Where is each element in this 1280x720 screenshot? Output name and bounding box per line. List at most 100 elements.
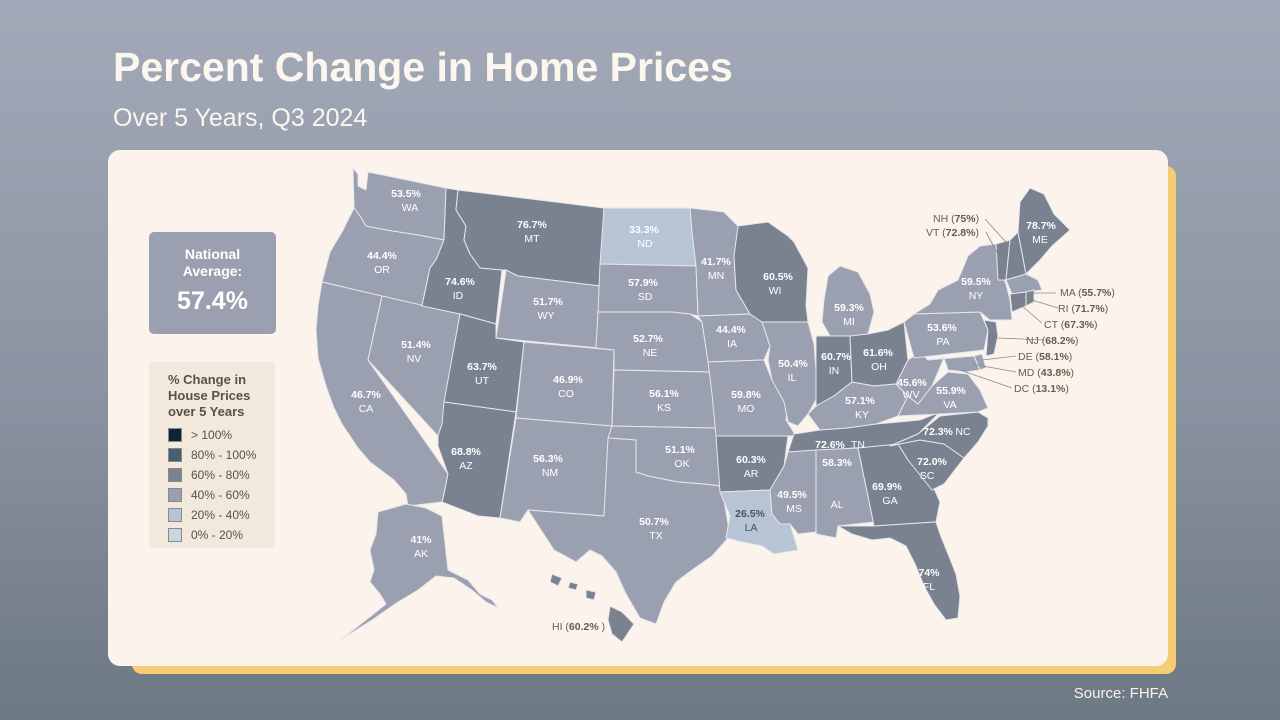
callout-value: 72.8% (946, 227, 976, 239)
state-value: 53.6% (927, 322, 957, 334)
label-IL: 50.4% IL (778, 358, 808, 384)
callout-NH: NH (75%) (933, 213, 979, 225)
state-abbr: IA (727, 338, 737, 350)
page-subtitle: Over 5 Years, Q3 2024 (113, 104, 368, 132)
state-abbr: KY (855, 409, 869, 421)
label-WA: 53.5% WA (391, 188, 421, 214)
callout-value: 71.7% (1075, 303, 1105, 315)
state-abbr: WI (769, 285, 782, 297)
label-AR: 60.3% AR (736, 454, 766, 480)
state-abbr: IN (829, 365, 840, 377)
state-abbr: OR (374, 264, 390, 276)
state-abbr: MI (843, 316, 855, 328)
label-CA: 46.7% CA (351, 389, 381, 415)
map-card: National Average: 57.4% % Change in Hous… (108, 150, 1168, 666)
state-HI (549, 573, 635, 643)
legend-label: 40% - 60% (191, 488, 250, 502)
state-abbr: ME (1032, 234, 1048, 246)
state-FL (837, 521, 961, 621)
state-abbr: WY (538, 310, 555, 322)
state-value: 56.3% (533, 453, 563, 465)
callout-value: 13.1% (1036, 383, 1066, 395)
state-value: 45.6% (897, 377, 927, 389)
label-AZ: 68.8% AZ (451, 446, 481, 472)
label-ND: 33.3% ND (629, 224, 659, 250)
state-value: 72.3% (923, 426, 953, 438)
callout-value: 60.2% (569, 621, 599, 633)
callout-VT: VT (72.8%) (926, 227, 979, 239)
state-abbr: MT (524, 233, 540, 245)
state-abbr: AZ (459, 460, 473, 472)
legend-swatch (168, 488, 182, 502)
state-value: 51.1% (665, 444, 695, 456)
state-NC (889, 411, 989, 459)
label-MT: 76.7% MT (517, 219, 547, 245)
label-LA: 26.5% LA (735, 508, 765, 534)
state-ND (599, 207, 697, 267)
label-MI: 59.3% MI (834, 302, 864, 328)
state-ME (1017, 187, 1071, 275)
state-value: 53.5% (391, 188, 421, 200)
state-abbr: NE (643, 347, 658, 359)
page-title: Percent Change in Home Prices (113, 44, 733, 90)
callout-MA: MA (55.7%) (1060, 287, 1115, 299)
label-KY: 57.1% KY (845, 395, 875, 421)
source-note: Source: FHFA (1073, 685, 1168, 702)
state-PA (903, 311, 989, 359)
state-abbr: SD (638, 291, 653, 303)
state-abbr: ND (637, 238, 653, 250)
legend-label: 20% - 40% (191, 508, 250, 522)
state-abbr: AL (831, 499, 844, 511)
callout-DE: DE (58.1%) (1018, 351, 1072, 363)
label-NM: 56.3% NM (533, 453, 563, 479)
state-value: 50.4% (778, 358, 808, 370)
state-abbr: AR (744, 468, 759, 480)
state-value: 74% (918, 567, 940, 579)
label-SC: 72.0% SC (917, 456, 947, 482)
state-abbr: TX (649, 530, 662, 542)
state-value: 33.3% (629, 224, 659, 236)
state-abbr: MS (786, 503, 802, 515)
label-NC: 72.3% NC (923, 426, 971, 438)
state-value: 68.8% (451, 446, 481, 458)
legend-title: % Change in House Prices over 5 Years (168, 372, 251, 419)
label-AK: 41% AK (410, 534, 432, 560)
state-TX (527, 437, 731, 625)
label-NY: 59.5% NY (961, 276, 991, 302)
state-abbr: TN (851, 439, 865, 451)
state-value: 41.7% (701, 256, 731, 268)
label-SD: 57.9% SD (628, 277, 658, 303)
callout-RI: RI (71.7%) (1058, 303, 1108, 315)
callout-abbr: NH (933, 213, 948, 225)
label-NE: 52.7% NE (633, 333, 663, 359)
callout-abbr: CT (1044, 319, 1059, 331)
callout-abbr: VT (926, 227, 940, 239)
callout-abbr: DC (1014, 383, 1030, 395)
state-abbr: IL (788, 372, 797, 384)
legend-label: 80% - 100% (191, 448, 257, 462)
state-value: 51.7% (533, 296, 563, 308)
label-OH: 61.6% OH (863, 347, 893, 373)
state-value: 59.3% (834, 302, 864, 314)
label-IN: 60.7% IN (821, 351, 851, 377)
label-NV: 51.4% NV (401, 339, 431, 365)
state-value: 49.5% (777, 489, 807, 501)
state-value: 57.9% (628, 277, 658, 289)
state-abbr: NM (542, 467, 558, 479)
state-value: 72.0% (917, 456, 947, 468)
label-UT: 63.7% UT (467, 361, 497, 387)
legend: % Change in House Prices over 5 Years > … (149, 362, 275, 548)
legend-swatch (168, 448, 182, 462)
callout-labels: NH (75%) VT (72.8%) MA (55.7%) RI (71.7%… (552, 213, 1115, 633)
state-abbr: CA (359, 403, 374, 415)
state-value: 74.6% (445, 276, 475, 288)
state-abbr: KS (657, 402, 671, 414)
label-VA: 55.9% VA (936, 385, 966, 411)
state-abbr: OK (674, 458, 689, 470)
state-abbr: MO (738, 403, 755, 415)
label-WI: 60.5% WI (763, 271, 793, 297)
state-abbr: PA (936, 336, 949, 348)
callout-value: 55.7% (1082, 287, 1112, 299)
callout-NJ: NJ (68.2%) (1026, 335, 1079, 347)
state-value: 76.7% (517, 219, 547, 231)
